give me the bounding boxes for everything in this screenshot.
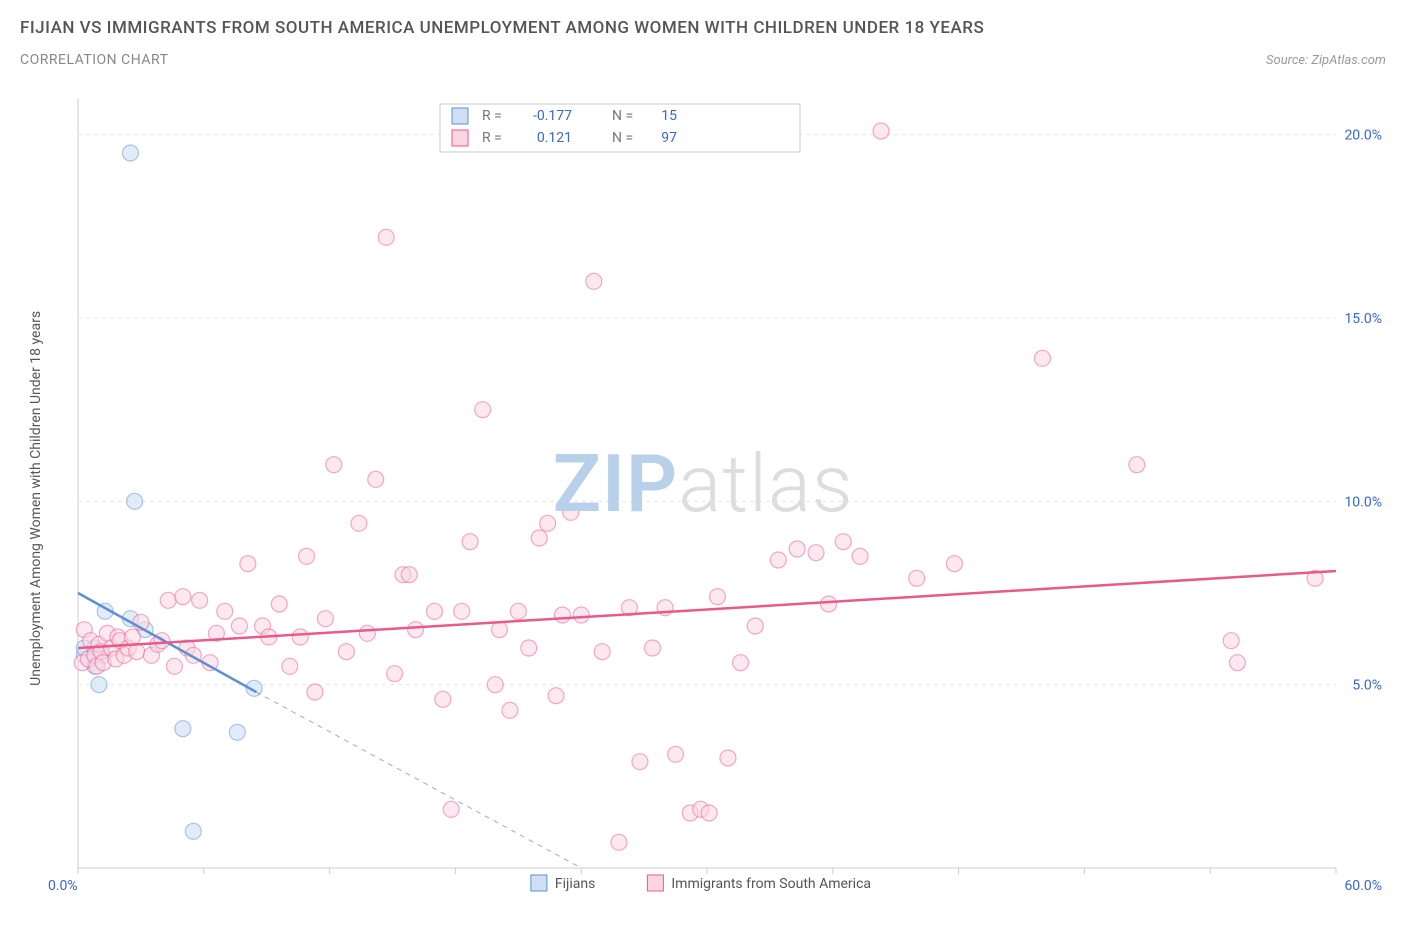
svg-text:Unemployment Among Women with: Unemployment Among Women with Children U…	[28, 311, 44, 686]
chart-header: FIJIAN VS IMMIGRANTS FROM SOUTH AMERICA …	[0, 0, 1406, 68]
chart-container: 5.0% 10.0% 15.0% 20.0% 0.0% 60.0% Unemployment…	[20, 90, 1386, 910]
svg-text:0.0%: 0.0%	[48, 878, 78, 894]
svg-text:15: 15	[661, 108, 677, 124]
chart-title: FIJIAN VS IMMIGRANTS FROM SOUTH AMERICA …	[20, 18, 1386, 38]
svg-text:Fijians: Fijians	[555, 876, 595, 892]
svg-text:-0.177: -0.177	[533, 108, 572, 124]
scatter-chart: 5.0% 10.0% 15.0% 20.0% 0.0% 60.0% Unemployment…	[20, 90, 1386, 910]
chart-subtitle: CORRELATION CHART	[20, 52, 168, 68]
svg-text:R =: R =	[482, 130, 502, 146]
svg-text:Immigrants from South America: Immigrants from South America	[671, 876, 871, 892]
source-label: Source: ZipAtlas.com	[1266, 53, 1386, 68]
svg-text:20.0%: 20.0%	[1344, 128, 1382, 144]
svg-text:60.0%: 60.0%	[1344, 878, 1382, 894]
svg-text:97: 97	[661, 130, 677, 146]
svg-text:N =: N =	[612, 108, 633, 124]
svg-text:5.0%: 5.0%	[1352, 678, 1382, 694]
svg-text:R =: R =	[482, 108, 502, 124]
svg-text:N =: N =	[612, 130, 633, 146]
svg-text:10.0%: 10.0%	[1344, 494, 1382, 510]
subtitle-row: CORRELATION CHART Source: ZipAtlas.com	[20, 52, 1386, 68]
svg-text:15.0%: 15.0%	[1344, 311, 1382, 327]
svg-text:0.121: 0.121	[537, 130, 572, 146]
